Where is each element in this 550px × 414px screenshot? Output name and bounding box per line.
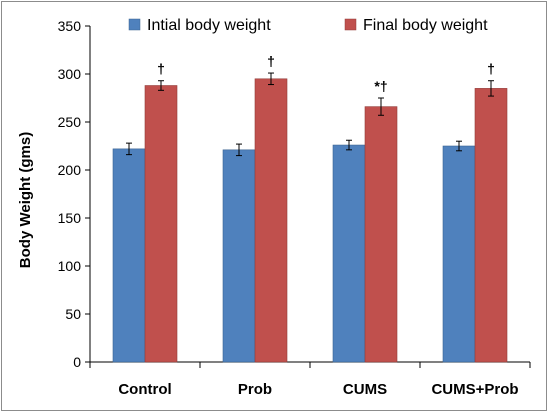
y-tick-label: 0 [73,354,81,370]
legend-swatch-final [344,18,357,31]
plot-area: 0 50 100 150 200 250 300 350 Control † Prob † CUMS *†… [58,18,531,398]
y-tick-label: 200 [58,162,82,178]
legend-label-final: Final body weight [363,17,488,34]
bar [442,145,476,363]
y-tick-label: 250 [58,114,82,130]
bar [474,88,508,363]
x-tick-label: CUMS [343,381,387,398]
bar [222,149,256,363]
x-tick-label: Prob [238,381,272,398]
legend-swatch-initial [128,18,141,31]
bar [144,85,178,363]
y-tick-label: 300 [58,66,82,82]
legend: Intial body weight Final body weight [128,17,488,34]
y-axis-title: Body Weight (gms) [17,132,34,268]
bar [112,148,146,363]
y-tick-label: 150 [58,210,82,226]
y-tick-label: 50 [65,306,81,322]
bar [364,106,398,363]
significance-label: *† [374,78,387,94]
significance-label: † [157,61,165,77]
bar [254,78,288,363]
x-tick-label: Control [118,381,171,398]
significance-label: † [267,53,275,69]
x-tick-label: CUMS+Prob [431,381,518,398]
y-tick-label: 350 [58,18,82,34]
legend-label-initial: Intial body weight [147,17,271,34]
significance-label: † [487,61,495,77]
y-tick-label: 100 [58,258,82,274]
bar [332,144,366,363]
